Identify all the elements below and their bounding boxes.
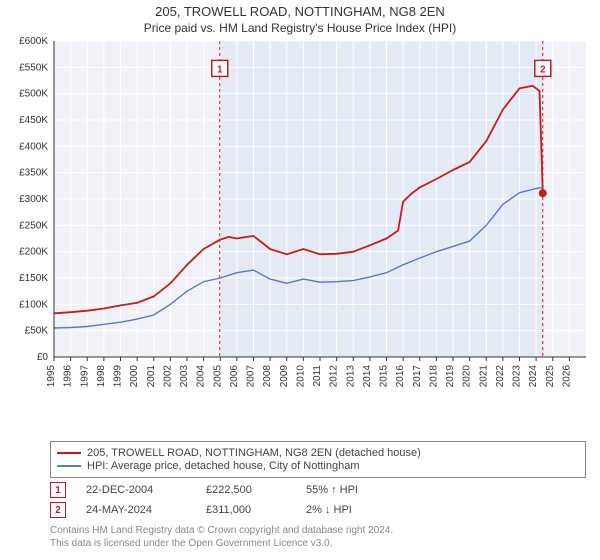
svg-text:2019: 2019 (445, 365, 456, 388)
transactions: 1 22-DEC-2004 £222,500 55% ↑ HPI 2 24-MA… (50, 482, 586, 518)
svg-text:£350K: £350K (19, 168, 48, 179)
footnote-line: This data is licensed under the Open Gov… (50, 537, 586, 550)
chart-subtitle: Price paid vs. HM Land Registry's House … (0, 21, 600, 35)
svg-text:2002: 2002 (162, 365, 173, 388)
svg-text:2010: 2010 (295, 365, 306, 388)
svg-text:2001: 2001 (146, 365, 157, 388)
svg-text:2017: 2017 (412, 365, 423, 388)
svg-text:2023: 2023 (512, 365, 523, 388)
svg-text:£550K: £550K (19, 62, 48, 73)
legend-label: HPI: Average price, detached house, City… (87, 460, 360, 472)
svg-text:1997: 1997 (79, 365, 90, 388)
svg-text:2013: 2013 (345, 365, 356, 388)
svg-text:2015: 2015 (379, 365, 390, 388)
svg-text:£200K: £200K (19, 247, 48, 258)
legend-item: 205, TROWELL ROAD, NOTTINGHAM, NG8 2EN (… (57, 447, 579, 459)
svg-text:£500K: £500K (19, 89, 48, 100)
svg-text:2024: 2024 (528, 365, 539, 388)
svg-text:2016: 2016 (395, 365, 406, 388)
svg-text:2003: 2003 (179, 365, 190, 388)
svg-text:1996: 1996 (63, 365, 74, 388)
svg-text:2022: 2022 (495, 365, 506, 388)
svg-text:2011: 2011 (312, 365, 323, 387)
svg-text:1999: 1999 (113, 365, 124, 388)
chart-title: 205, TROWELL ROAD, NOTTINGHAM, NG8 2EN (0, 4, 600, 19)
legend-swatch (57, 452, 81, 454)
svg-text:£400K: £400K (19, 141, 48, 152)
price-chart: £0 £50K £100K £150K £200K £250K £300K £350K £400… (0, 35, 600, 435)
svg-text:£600K: £600K (19, 36, 48, 47)
transaction-date: 22-DEC-2004 (86, 484, 186, 496)
svg-text:2: 2 (540, 64, 546, 75)
footnote: Contains HM Land Registry data © Crown c… (50, 524, 586, 550)
transaction-row: 1 22-DEC-2004 £222,500 55% ↑ HPI (50, 482, 586, 498)
svg-text:2026: 2026 (561, 365, 572, 388)
svg-text:2006: 2006 (229, 365, 240, 388)
svg-text:2018: 2018 (428, 365, 439, 388)
marker-badge: 2 (50, 502, 66, 518)
svg-text:£300K: £300K (19, 194, 48, 205)
legend-swatch (57, 465, 81, 467)
legend: 205, TROWELL ROAD, NOTTINGHAM, NG8 2EN (… (50, 441, 586, 478)
legend-item: HPI: Average price, detached house, City… (57, 460, 579, 472)
svg-text:£250K: £250K (19, 220, 48, 231)
svg-text:2009: 2009 (279, 365, 290, 388)
svg-text:2025: 2025 (545, 365, 556, 388)
svg-text:£50K: £50K (25, 326, 49, 337)
legend-label: 205, TROWELL ROAD, NOTTINGHAM, NG8 2EN (… (87, 447, 421, 459)
transaction-price: £222,500 (206, 484, 286, 496)
svg-text:£100K: £100K (19, 299, 48, 310)
svg-text:2012: 2012 (329, 365, 340, 388)
svg-text:£0: £0 (37, 352, 49, 363)
svg-text:2004: 2004 (196, 365, 207, 388)
svg-text:2020: 2020 (462, 365, 473, 388)
transaction-row: 2 24-MAY-2024 £311,000 2% ↓ HPI (50, 502, 586, 518)
transaction-delta: 55% ↑ HPI (306, 484, 358, 496)
svg-text:1: 1 (217, 64, 223, 75)
transaction-price: £311,000 (206, 504, 286, 516)
svg-text:£150K: £150K (19, 273, 48, 284)
svg-text:2005: 2005 (212, 365, 223, 388)
transaction-date: 24-MAY-2024 (86, 504, 186, 516)
svg-text:2021: 2021 (478, 365, 489, 388)
svg-text:1998: 1998 (96, 365, 107, 388)
svg-text:£450K: £450K (19, 115, 48, 126)
svg-text:2008: 2008 (262, 365, 273, 388)
marker-badge: 1 (50, 482, 66, 498)
svg-text:2014: 2014 (362, 365, 373, 388)
svg-text:1995: 1995 (46, 365, 57, 388)
transaction-delta: 2% ↓ HPI (306, 504, 352, 516)
svg-text:2007: 2007 (246, 365, 257, 388)
svg-text:2000: 2000 (129, 365, 140, 388)
footnote-line: Contains HM Land Registry data © Crown c… (50, 524, 586, 537)
